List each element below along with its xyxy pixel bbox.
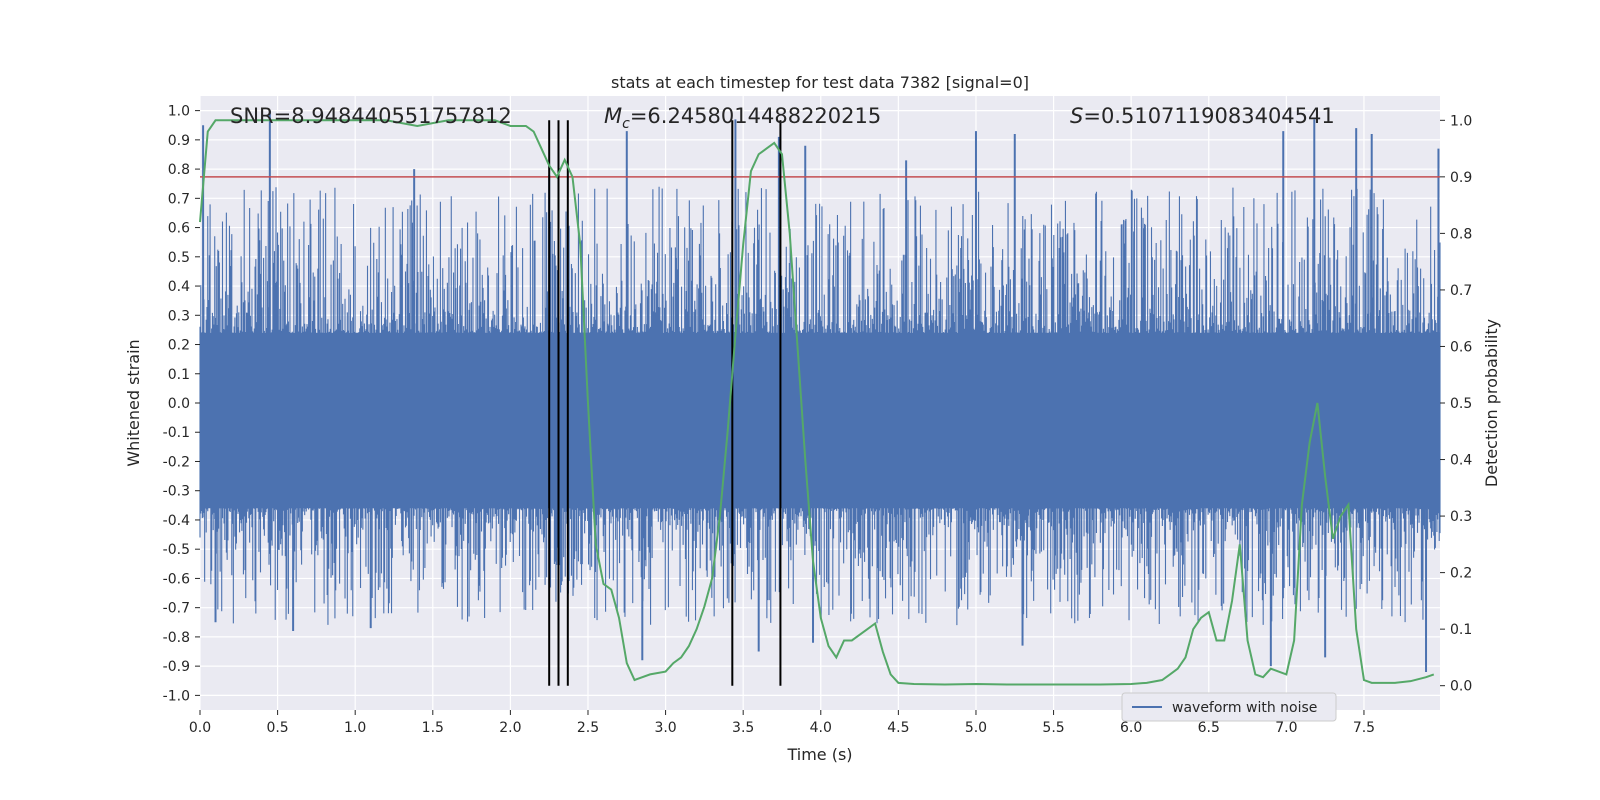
x-tick-label: 1.5 <box>422 720 444 736</box>
overlay <box>199 119 1440 686</box>
probability-line <box>199 119 1435 686</box>
y-right-tick-label: 0.6 <box>1450 339 1472 355</box>
y-left-tick-label: 0.6 <box>168 221 190 237</box>
legend: waveform with noise <box>1121 692 1337 722</box>
s-annotation: S=0.5107119083404541 <box>1070 104 1335 128</box>
x-tick-label: 2.5 <box>577 720 599 736</box>
x-tick-label: 3.5 <box>732 720 754 736</box>
waveform-series <box>199 110 1441 672</box>
y-right-tick-label: 0.8 <box>1450 226 1472 242</box>
y-axis-right-label: Detection probability <box>1482 319 1501 487</box>
x-tick-label: 5.5 <box>1042 720 1064 736</box>
x-tick-label: 5.0 <box>965 720 987 736</box>
y-left-tick-label: -0.1 <box>163 425 190 441</box>
y-left-tick-label: -0.6 <box>163 571 190 587</box>
x-tick-label: 4.0 <box>810 720 832 736</box>
y-left-tick-label: 0.3 <box>168 308 190 324</box>
y-left-tick-label: -0.9 <box>163 659 190 675</box>
x-tick-label: 6.0 <box>1120 720 1142 736</box>
y-left-tick-label: 0.2 <box>168 338 190 354</box>
legend-entry-waveform: waveform with noise <box>1172 700 1317 716</box>
x-tick-label: 4.5 <box>887 720 909 736</box>
y-right-tick-label: 0.7 <box>1450 283 1472 299</box>
y-left-tick-label: -0.8 <box>163 630 190 646</box>
chart-title: stats at each timestep for test data 738… <box>611 73 1029 92</box>
x-axis-label: Time (s) <box>786 745 852 764</box>
axes: 0.0 0.5 1.0 1.5 2.0 2.5 3.0 3.5 4.0 4.5 5.0 5.5 6.0 6… <box>163 104 1473 736</box>
y-left-tick-label: -0.3 <box>163 484 190 500</box>
y-right-tick-label: 0.5 <box>1450 396 1472 412</box>
y-left-tick-label: 0.9 <box>168 133 190 149</box>
x-tick-label: 1.0 <box>344 720 366 736</box>
y-right-tick-label: 0.2 <box>1450 566 1472 582</box>
x-tick-label: 6.5 <box>1198 720 1220 736</box>
y-left-tick-label: 0.4 <box>168 279 190 295</box>
y-right-tick-label: 0.0 <box>1450 679 1472 695</box>
y-left-tick-label: 0.0 <box>168 396 190 412</box>
y-right-tick-label: 1.0 <box>1450 113 1472 129</box>
y-left-tick-label: -0.5 <box>163 542 190 558</box>
y-right-tick-label: 0.4 <box>1450 453 1472 469</box>
y-left-tick-label: 0.1 <box>168 367 190 383</box>
snr-annotation: SNR=8.948440551757812 <box>230 104 512 128</box>
x-tick-label: 0.5 <box>266 720 288 736</box>
y-right-tick-label: 0.1 <box>1450 622 1472 638</box>
x-tick-label: 3.0 <box>654 720 676 736</box>
x-tick-label: 7.0 <box>1275 720 1297 736</box>
legend-box <box>1121 692 1337 722</box>
y-left-tick-label: 1.0 <box>168 104 190 120</box>
y-left-tick-label: -1.0 <box>163 688 190 704</box>
y-right-tick-label: 0.3 <box>1450 509 1472 525</box>
y-left-tick-label: 0.8 <box>168 162 190 178</box>
y-left-tick-label: 0.7 <box>168 191 190 207</box>
y-left-tick-label: 0.5 <box>168 250 190 266</box>
y-left-tick-label: -0.7 <box>163 601 190 617</box>
x-tick-label: 7.5 <box>1353 720 1375 736</box>
y-right-tick-label: 0.9 <box>1450 170 1472 186</box>
y-axis-left-label: Whitened strain <box>124 339 143 466</box>
y-left-tick-label: -0.4 <box>163 513 190 529</box>
mc-annotation: Mc=6.2458014488220215 <box>604 104 881 132</box>
x-tick-label: 0.0 <box>189 720 211 736</box>
x-tick-label: 2.0 <box>499 720 521 736</box>
y-left-tick-label: -0.2 <box>163 454 190 470</box>
